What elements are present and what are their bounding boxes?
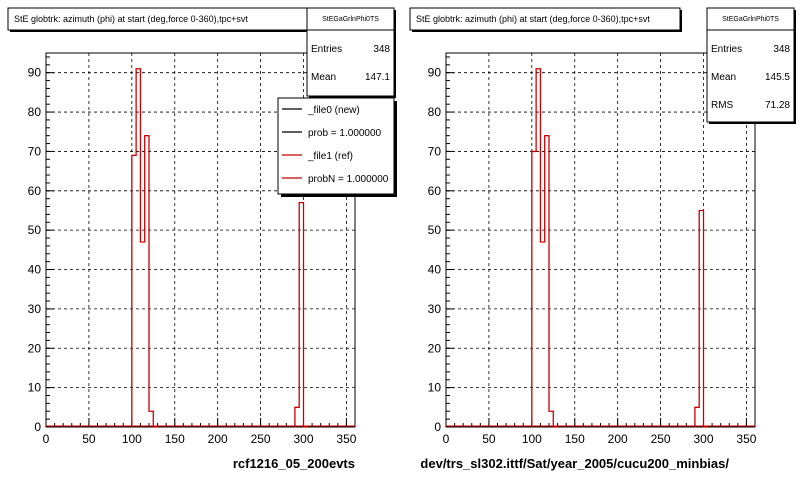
x-tick-label: 50: [82, 432, 96, 446]
histogram-outline-secondary: [694, 209, 708, 428]
x-tick-label: 350: [736, 432, 756, 446]
y-tick-label: 10: [428, 381, 442, 395]
y-tick-label: 90: [28, 66, 42, 80]
y-tick-label: 20: [28, 341, 42, 355]
x-tick-label: 300: [693, 432, 713, 446]
y-tick-label: 50: [428, 223, 442, 237]
x-tick-label: 150: [165, 432, 185, 446]
stats-value: 348: [373, 44, 390, 55]
chart-title: StE globtrk: azimuth (phi) at start (deg…: [416, 14, 650, 24]
legend-label: _file0 (new): [307, 105, 360, 116]
stats-value: 145.5: [765, 72, 790, 83]
histogram-outline-main: [131, 68, 158, 428]
stats-value: 348: [773, 44, 790, 55]
chart-title: StE globtrk: azimuth (phi) at start (deg…: [14, 14, 248, 24]
stats-label: RMS: [711, 100, 734, 111]
y-tick-label: 0: [34, 420, 41, 434]
y-tick-label: 40: [428, 263, 442, 277]
y-tick-label: 20: [428, 341, 442, 355]
x-tick-label: 250: [251, 432, 271, 446]
stats-box: [306, 7, 395, 97]
y-tick-label: 60: [428, 184, 442, 198]
histogram-outline-secondary: [294, 201, 308, 428]
stats-value: 147.1: [365, 72, 390, 83]
y-tick-label: 60: [28, 184, 42, 198]
stats-value: 71.28: [765, 100, 790, 111]
y-tick-label: 90: [428, 66, 442, 80]
x-tick-label: 0: [443, 432, 450, 446]
histogram-outline-main: [531, 68, 558, 428]
x-tick-label: 150: [565, 432, 585, 446]
y-tick-label: 50: [28, 223, 42, 237]
y-tick-label: 0: [434, 420, 441, 434]
legend-label: _file1 (ref): [307, 151, 353, 162]
stats-label: Mean: [711, 72, 736, 83]
x-tick-label: 50: [482, 432, 496, 446]
stats-label: Entries: [311, 44, 342, 55]
stats-name: StEGaGrlnPhi0TS: [322, 16, 379, 23]
right-panel: 0 50 100 150 200 250 300 350 0 10 20 30 40 50 60 70 80 90…: [409, 7, 796, 471]
y-tick-label: 80: [28, 105, 42, 119]
left-panel: 0 50 100 150 200 250 300 350 0 10 20 30 40 50 60 70 80 90…: [7, 7, 397, 471]
x-tick-label: 200: [208, 432, 228, 446]
stats-box: [706, 7, 795, 123]
stats-name: StEGaGrlnPhi0TS: [722, 16, 779, 23]
x-axis-label: rcf1216_05_200evts: [233, 456, 355, 471]
x-tick-label: 100: [522, 432, 542, 446]
y-tick-label: 70: [28, 144, 42, 158]
x-axis-label: dev/trs_sl302.ittf/Sat/year_2005/cucu200…: [420, 456, 729, 471]
legend-label: prob = 1.000000: [308, 128, 382, 139]
legend-label: probN = 1.000000: [308, 174, 389, 185]
y-tick-label: 30: [28, 302, 42, 316]
legend: _file0 (new) prob = 1.000000 _file1 (ref) p…: [277, 97, 397, 197]
x-tick-label: 300: [293, 432, 313, 446]
x-tick-label: 0: [43, 432, 50, 446]
stats-label: Entries: [711, 44, 742, 55]
x-tick-label: 100: [122, 432, 142, 446]
y-tick-label: 30: [428, 302, 442, 316]
x-tick-label: 250: [651, 432, 671, 446]
y-tick-label: 70: [428, 144, 442, 158]
stats-label: Mean: [311, 72, 336, 83]
y-tick-label: 40: [28, 263, 42, 277]
x-tick-label: 350: [336, 432, 356, 446]
y-tick-label: 10: [28, 381, 42, 395]
title-box: [409, 7, 681, 31]
y-tick-label: 80: [428, 105, 442, 119]
x-tick-label: 200: [608, 432, 628, 446]
